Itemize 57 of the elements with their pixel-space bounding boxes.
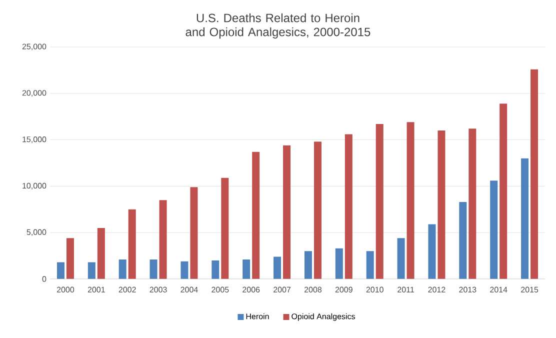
y-tick-label: 15,000 [22, 136, 46, 144]
x-tick-label: 2000 [56, 286, 74, 292]
bar [88, 262, 96, 279]
x-tick-label: 2006 [242, 286, 260, 292]
bar [438, 130, 446, 279]
bar [180, 261, 188, 279]
bar [190, 187, 198, 279]
bar [128, 209, 136, 279]
bar [490, 180, 498, 279]
bar [366, 251, 374, 279]
bar [500, 104, 508, 279]
x-tick-label: 2005 [212, 286, 229, 292]
chart-title: U.S. Deaths Related to Heroin and Opioid Analgesics, 2000-2015 [186, 13, 370, 39]
bar [66, 238, 74, 279]
x-tick-label: 2001 [88, 286, 105, 292]
bar [274, 256, 282, 279]
bar [252, 152, 260, 279]
bar [344, 134, 352, 279]
x-tick-label: 2013 [459, 286, 476, 292]
bar [212, 260, 220, 279]
bar [97, 228, 105, 279]
bar [242, 260, 250, 279]
bar [159, 200, 167, 279]
bar [304, 251, 312, 279]
bar [397, 238, 405, 279]
x-tick-label: 2004 [180, 286, 198, 292]
x-tick-label: 2011 [398, 286, 414, 292]
x-tick-label: 2015 [521, 286, 538, 292]
bar [118, 260, 126, 279]
bar [459, 202, 467, 279]
x-tick-label: 2002 [118, 286, 136, 292]
x-tick-label: 2007 [274, 286, 291, 292]
x-tick-label: 2003 [150, 286, 167, 292]
bar [283, 145, 291, 279]
y-tick-label: 10,000 [22, 182, 46, 190]
bar [335, 248, 343, 279]
legend-label: Opioid Analgesics [292, 313, 355, 321]
x-tick-label: 2012 [428, 286, 446, 292]
bar [221, 178, 229, 279]
y-tick-label: 0 [42, 276, 46, 282]
bar [56, 262, 64, 279]
bar [314, 142, 322, 279]
bar [468, 128, 476, 279]
y-tick-label: 25,000 [22, 44, 46, 50]
x-tick-label: 2008 [304, 286, 322, 292]
x-tick-label: 2009 [335, 286, 352, 292]
bar [150, 260, 158, 279]
bar [428, 224, 436, 279]
bar [530, 69, 538, 279]
x-tick-label: 2010 [366, 286, 384, 292]
legend-label: Heroin [246, 313, 269, 320]
y-tick-label: 5,000 [26, 229, 46, 236]
x-tick-label: 2014 [490, 286, 508, 292]
bar [521, 158, 529, 279]
bar [406, 122, 414, 279]
y-tick-label: 20,000 [22, 90, 46, 97]
bar [376, 124, 384, 279]
